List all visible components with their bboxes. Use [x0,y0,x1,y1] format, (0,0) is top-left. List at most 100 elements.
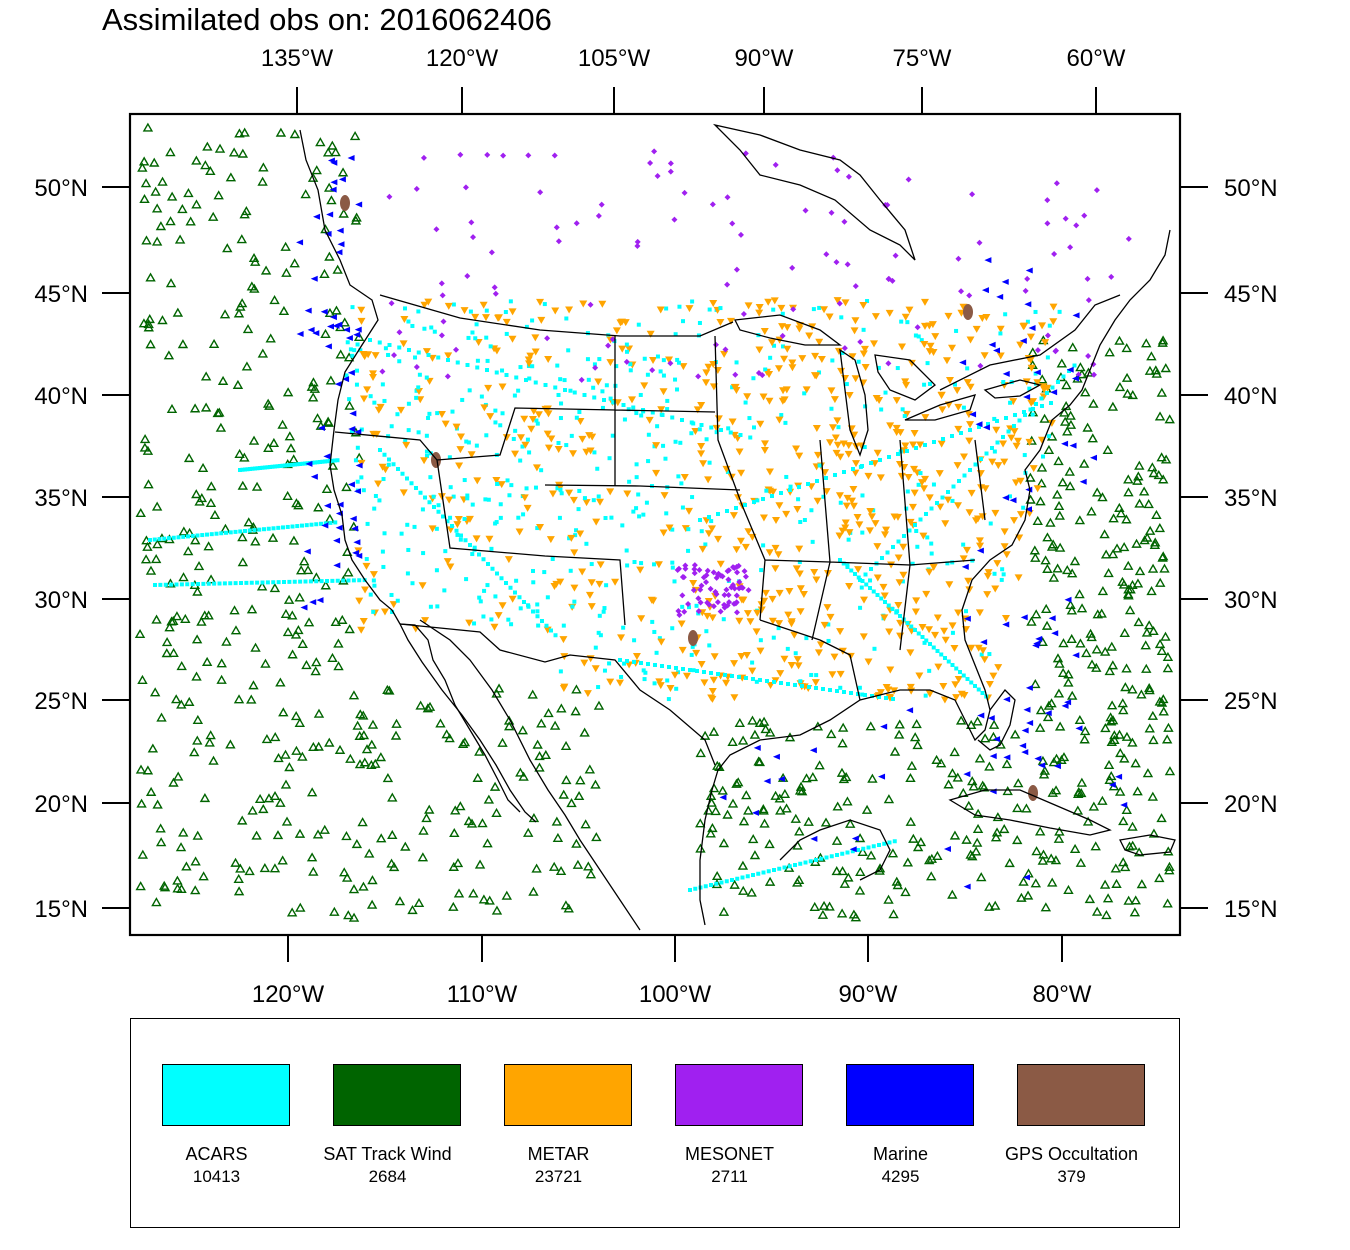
obs-marker-triangle-up-open [1085,628,1096,638]
obs-marker-triangle-up-open [792,840,803,850]
obs-marker-triangle-up-open [968,781,979,791]
obs-marker-triangle-up-open [284,762,295,772]
obs-marker-triangle-up-open [361,744,373,754]
obs-marker-triangle-up-open [1040,555,1051,565]
obs-marker-triangle-up-open [183,188,194,198]
obs-marker-triangle-down [369,430,378,438]
obs-marker-square [1022,453,1027,458]
obs-marker-triangle-up-open [228,147,240,157]
obs-marker-triangle-up-open [203,541,214,551]
obs-marker-triangle-left [355,462,363,469]
obs-marker-triangle-down [389,601,398,609]
obs-marker-triangle-up-open [284,431,296,441]
obs-marker-triangle-up-open [1036,478,1047,488]
obs-marker-triangle-up-open [236,234,247,244]
obs-marker-triangle-up-open [327,652,338,662]
obs-marker-triangle-up-open [915,837,927,847]
obs-marker-triangle-left [335,249,343,256]
obs-marker-triangle-up-open [343,567,354,577]
obs-marker-square [939,652,944,657]
obs-marker-triangle-up-open [1025,472,1036,482]
obs-marker-triangle-down [902,381,911,389]
obs-marker-triangle-down [880,614,889,622]
obs-marker-triangle-down [704,530,713,538]
obs-marker-triangle-up-open [302,565,314,575]
obs-marker-triangle-down [422,348,431,356]
obs-marker-triangle-up-open [1101,910,1112,920]
obs-marker-triangle-down [869,340,878,348]
obs-marker-triangle-up-open [407,904,418,915]
obs-marker-triangle-up-open [1146,351,1157,361]
obs-marker-square [998,331,1003,336]
obs-marker-triangle-up-open [417,852,429,862]
obs-marker-square [292,579,297,584]
obs-marker-square [784,474,789,479]
obs-marker-square [416,385,421,390]
obs-marker-triangle-down [887,561,896,569]
obs-marker-triangle-up-open [239,452,250,462]
obs-marker-triangle-down [730,384,739,392]
obs-marker-square [250,466,255,471]
obs-marker-triangle-down [820,306,829,314]
obs-marker-square [625,563,630,568]
obs-marker-triangle-up-open [1047,539,1059,549]
obs-marker-triangle-down [774,551,783,559]
obs-marker-triangle-up-open [200,371,212,381]
obs-marker-triangle-left [355,552,363,559]
obs-marker-square [642,356,647,361]
obs-marker-triangle-up-open [178,572,189,582]
obs-marker-square [447,455,452,460]
obs-marker-square [380,549,385,554]
obs-marker-triangle-up-open [754,717,766,727]
obs-marker-square [973,462,978,467]
obs-marker-triangle-up-open [351,212,362,222]
obs-marker-square [718,306,723,311]
obs-marker-square [355,445,360,450]
obs-marker-square [405,476,409,481]
obs-marker-triangle-up-open [1156,697,1168,707]
obs-marker-square [925,361,930,366]
obs-marker-triangle-down [1033,379,1042,387]
obs-marker-diamond [1085,353,1092,360]
obs-marker-triangle-down [975,537,984,545]
obs-marker-triangle-down [656,306,665,314]
obs-marker-triangle-down [636,566,645,574]
obs-marker-triangle-down [420,457,429,465]
obs-marker-triangle-down [713,366,722,374]
obs-marker-triangle-up-open [1123,560,1134,570]
obs-marker-square [703,884,708,889]
obs-marker-square [455,360,460,365]
obs-marker-triangle-left [1028,324,1036,331]
obs-marker-triangle-down [494,612,503,620]
obs-marker-square [913,628,917,632]
obs-marker-triangle-down [925,568,934,576]
obs-marker-diamond [779,332,786,339]
obs-marker-square [636,492,641,497]
obs-marker-triangle-left [809,747,817,754]
top-lon-tick-label: 60°W [1067,45,1126,72]
obs-marker-square [817,463,822,468]
obs-marker-triangle-up-open [482,838,493,848]
obs-marker-triangle-up-open [1057,667,1069,677]
obs-marker-triangle-left [353,331,361,338]
obs-marker-triangle-up-open [970,846,982,856]
obs-marker-triangle-down [569,450,578,458]
obs-marker-square [522,600,526,604]
obs-marker-triangle-left [351,525,359,532]
obs-marker-diamond [681,189,688,196]
obs-marker-square [498,423,503,428]
obs-marker-triangle-up-open [200,402,212,412]
obs-marker-triangle-up-open [758,803,769,814]
obs-marker-square [568,388,573,393]
obs-marker-square [206,581,211,586]
obs-marker-triangle-up-open [718,838,730,848]
obs-marker-square [1004,416,1008,420]
obs-marker-diamond [736,578,743,585]
obs-marker-triangle-up-open [531,863,542,873]
obs-marker-square [169,582,174,587]
obs-marker-triangle-left [324,343,332,350]
obs-marker-square [1067,369,1071,373]
obs-marker-triangle-down [732,546,741,554]
obs-marker-triangle-up-open [1040,603,1052,613]
observation-markers [134,122,1176,922]
